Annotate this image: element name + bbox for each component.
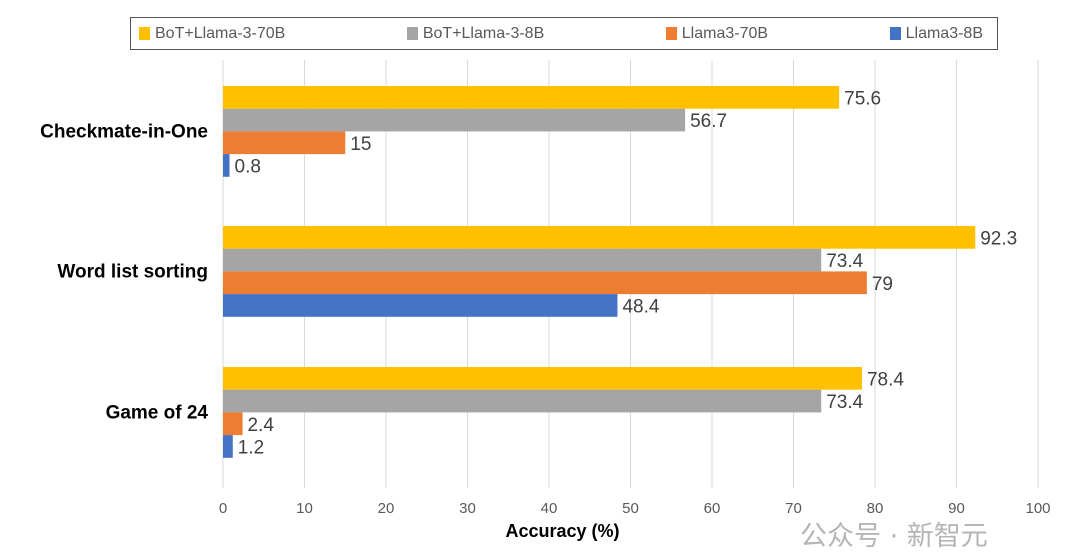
x-tick-label: 80 bbox=[867, 500, 884, 517]
category-label: Game of 24 bbox=[106, 402, 209, 423]
bar bbox=[223, 226, 976, 249]
x-tick-label: 30 bbox=[459, 500, 476, 517]
category-label: Checkmate-in-One bbox=[40, 121, 208, 142]
data-label: 56.7 bbox=[690, 111, 727, 132]
bar bbox=[223, 271, 867, 295]
bar bbox=[223, 412, 243, 436]
data-label: 1.2 bbox=[238, 437, 264, 458]
x-tick-label: 70 bbox=[785, 500, 802, 517]
data-label: 73.4 bbox=[826, 392, 863, 413]
legend-item: BoT+Llama-3-70B bbox=[139, 25, 285, 43]
data-label: 48.4 bbox=[622, 296, 659, 317]
bar bbox=[223, 435, 233, 458]
bar bbox=[223, 108, 686, 132]
legend-swatch bbox=[665, 27, 677, 40]
x-tick-label: 90 bbox=[948, 500, 965, 517]
bar bbox=[223, 154, 230, 177]
data-label: 0.8 bbox=[235, 156, 261, 177]
bar bbox=[223, 294, 618, 317]
category-label: Word list sorting bbox=[57, 261, 208, 282]
legend: BoT+Llama-3-70B BoT+Llama-3-8B Llama3-70B L… bbox=[130, 17, 998, 50]
watermark: 公众号 · 新智元 bbox=[800, 521, 988, 552]
legend-swatch bbox=[139, 27, 150, 40]
legend-swatch bbox=[889, 27, 901, 40]
data-label: 79 bbox=[872, 274, 893, 295]
bar bbox=[223, 131, 346, 155]
legend-item: Llama3-8B bbox=[889, 24, 983, 43]
data-label: 73.4 bbox=[826, 251, 863, 272]
legend-label: Llama3-70B bbox=[681, 24, 769, 42]
x-axis-label: Accuracy (%) bbox=[505, 521, 619, 541]
bar bbox=[223, 86, 840, 109]
legend-label: Llama3-8B bbox=[905, 24, 983, 42]
legend-label: BoT+Llama-3-8B bbox=[422, 24, 545, 42]
data-label: 78.4 bbox=[867, 369, 904, 390]
x-tick-label: 20 bbox=[378, 500, 395, 517]
data-label: 75.6 bbox=[844, 88, 881, 109]
x-tick-label: 0 bbox=[219, 500, 227, 517]
data-label: 92.3 bbox=[980, 228, 1017, 249]
legend-swatch bbox=[406, 27, 418, 40]
x-tick-label: 10 bbox=[296, 500, 313, 517]
bar bbox=[223, 248, 822, 272]
bar bbox=[223, 389, 822, 413]
x-tick-label: 100 bbox=[1025, 500, 1050, 517]
data-label: 2.4 bbox=[248, 415, 275, 436]
legend-item: Llama3-70B bbox=[665, 24, 769, 43]
x-tick-label: 50 bbox=[622, 500, 639, 517]
x-tick-label: 40 bbox=[541, 500, 558, 517]
legend-label: BoT+Llama-3-70B bbox=[155, 24, 286, 42]
legend-item: BoT+Llama-3-8B bbox=[406, 24, 545, 43]
bar bbox=[223, 367, 862, 390]
x-tick-label: 60 bbox=[704, 500, 721, 517]
data-label: 15 bbox=[350, 134, 371, 155]
